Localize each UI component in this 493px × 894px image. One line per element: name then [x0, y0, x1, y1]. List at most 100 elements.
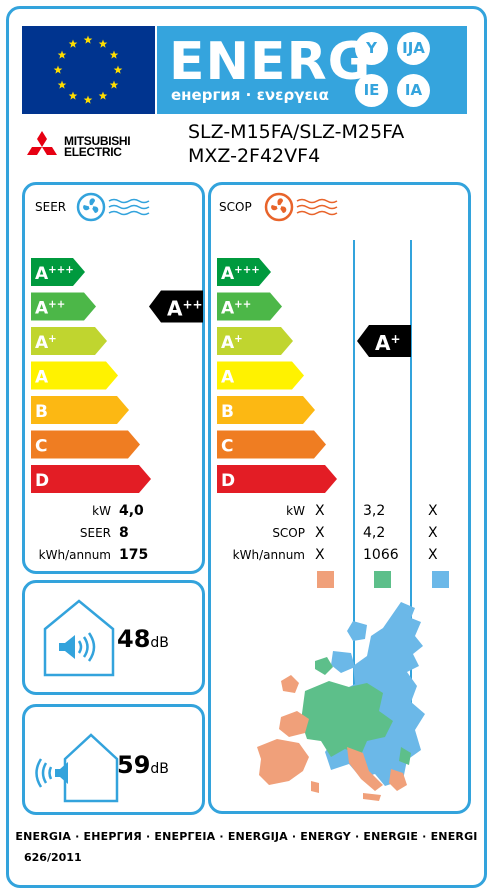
scop-value-average: 3,2 — [363, 503, 386, 519]
energy-class-label: D — [35, 471, 49, 491]
energy-word: ENERG — [169, 32, 372, 92]
europe-climate-map — [257, 602, 425, 801]
energy-banner: ENERG енергия · ενεργεια Y IJA IE IA — [157, 26, 467, 114]
energy-class-bar — [217, 258, 271, 286]
seer-row-value: 4,0 — [119, 503, 144, 519]
energy-class-bar — [31, 396, 129, 424]
eu-stars-icon — [53, 35, 123, 104]
eu-star-icon — [83, 35, 93, 44]
energy-subtitle: енергия · ενεργεια — [171, 86, 329, 104]
outdoor-noise-value: 59dB — [117, 751, 169, 779]
warm-zone-swatch — [432, 571, 449, 588]
model-line-1: SLZ-M15FA/SLZ-M25FA — [188, 121, 405, 143]
rating-arrow — [357, 325, 411, 357]
model-line-2: MXZ-2F42VF4 — [188, 145, 321, 167]
scop-value-warm: X — [428, 547, 438, 563]
energy-class-label: A — [221, 368, 235, 388]
outdoor-noise-panel: 59dB — [22, 704, 205, 815]
energy-class-label: A++ — [167, 297, 203, 321]
brand-line-1: MITSUBISHI — [64, 134, 131, 148]
seer-row-label: SEER — [79, 526, 111, 540]
mitsubishi-diamonds-icon — [27, 131, 57, 155]
seer-panel: SEER A+++ A++ A+ A B C D A++ kW 4,0 SEER 8 kWh/… — [22, 182, 205, 574]
outdoor-noise-number: 59 — [117, 751, 151, 779]
energy-class-label: A++ — [221, 299, 251, 319]
eu-flag — [22, 26, 155, 114]
scop-row-kw: kW X 3,2 X — [215, 501, 465, 521]
seer-row-value: 8 — [119, 525, 129, 541]
scop-row-label: SCOP — [272, 526, 305, 540]
energy-class-bar — [31, 465, 151, 493]
scop-value-average: 1066 — [363, 547, 399, 563]
energy-class-label: A++ — [35, 299, 65, 319]
energy-class-bar — [217, 396, 315, 424]
energy-class-bar — [217, 430, 326, 459]
indoor-noise-number: 48 — [117, 625, 151, 653]
energy-class-label: A+++ — [221, 264, 260, 284]
brand-name: MITSUBISHI ELECTRIC — [64, 134, 131, 159]
footer-languages: ENERGIA · ЕНЕРГИЯ · ΕΝΕΡΓΕΙΑ · ENERGIJA … — [15, 830, 478, 843]
rating-arrow — [149, 290, 203, 323]
scop-row-label: kW — [286, 504, 305, 518]
lang-suffix-y: Y — [355, 32, 388, 65]
energy-class-label: A+ — [35, 333, 57, 353]
energy-class-label: A+++ — [35, 264, 74, 284]
eu-star-icon — [113, 65, 123, 74]
footer-regulation: 626/2011 — [24, 851, 82, 864]
eu-star-icon — [109, 80, 119, 89]
indoor-noise-panel: 48dB — [22, 580, 205, 695]
eu-star-icon — [83, 95, 93, 104]
scop-value-warm: X — [428, 525, 438, 541]
seer-row-seer: SEER 8 — [31, 523, 201, 543]
outdoor-speaker-icon — [35, 733, 119, 803]
energy-class-bar — [31, 327, 107, 355]
energy-class-bar — [217, 361, 304, 390]
scop-panel: SCOP A+++ A++ A+ A B C D A+ kW X 3,2 X SCOP X 4… — [208, 182, 471, 814]
scop-title: SCOP — [219, 200, 252, 214]
fan-heating-icon — [264, 192, 338, 222]
energy-class-bar — [217, 327, 293, 355]
column-divider — [410, 240, 412, 710]
seer-row-kwh: kWh/annum 175 — [31, 545, 201, 565]
indoor-noise-value: 48dB — [117, 625, 169, 653]
energy-class-bar — [31, 430, 140, 459]
seer-row-value: 175 — [119, 547, 149, 563]
energy-class-label: A — [35, 368, 49, 388]
energy-class-label: A+ — [375, 331, 401, 355]
column-divider — [353, 240, 355, 710]
scop-value-cold: X — [315, 525, 325, 541]
lang-suffix-ie: IE — [355, 74, 388, 107]
eu-star-icon — [109, 50, 119, 59]
eu-star-icon — [57, 50, 67, 59]
energy-class-bar — [217, 292, 282, 321]
lang-suffix-ia: IA — [397, 74, 430, 107]
energy-class-label: C — [35, 437, 47, 457]
indoor-noise-unit: dB — [150, 635, 169, 651]
seer-row-kw: kW 4,0 — [31, 501, 201, 521]
seer-row-label: kW — [92, 504, 111, 518]
eu-star-icon — [53, 65, 63, 74]
eu-star-icon — [68, 39, 78, 48]
energy-class-bar — [217, 465, 337, 493]
seer-row-label: kWh/annum — [38, 548, 111, 562]
fan-cooling-icon — [76, 192, 150, 222]
eu-star-icon — [98, 91, 108, 100]
energy-class-label: C — [221, 437, 233, 457]
brand-logo: MITSUBISHI ELECTRIC — [24, 130, 144, 166]
energy-class-bar — [31, 292, 96, 321]
energy-class-label: B — [221, 402, 234, 422]
outdoor-noise-unit: dB — [150, 761, 169, 777]
scop-row-kwh: kWh/annum X 1066 X — [215, 545, 465, 565]
cold-zone-swatch — [317, 571, 334, 588]
scop-value-warm: X — [428, 503, 438, 519]
eu-star-icon — [57, 80, 67, 89]
energy-class-bar — [31, 258, 85, 286]
energy-class-label: D — [221, 471, 235, 491]
lang-suffix-ija: IJA — [397, 32, 430, 65]
brand-line-2: ELECTRIC — [64, 145, 122, 159]
seer-title: SEER — [35, 200, 67, 214]
eu-star-icon — [68, 91, 78, 100]
scop-value-average: 4,2 — [363, 525, 386, 541]
